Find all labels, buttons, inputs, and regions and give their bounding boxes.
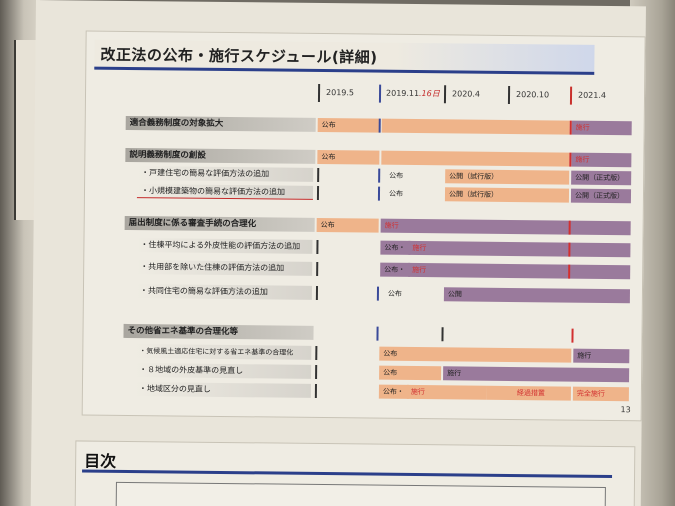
tick: [315, 364, 318, 379]
row-label-sub: ・戸建住宅の簡易な評価方法の追加: [137, 166, 314, 182]
bar-enforce: 施行: [443, 366, 630, 383]
bar-publish: 公布: [317, 117, 380, 133]
row-label-sub: ・小規模建築物の簡易な評価方法の追加: [136, 184, 314, 200]
date-2020-4: 2020.4: [451, 89, 481, 99]
row-label-sub: ・気候風土適応住宅に対する省エネ基準の合理化: [135, 344, 312, 360]
tick: [315, 285, 319, 300]
bar-full-enforce: 完全施行: [572, 386, 629, 402]
toc-title: 目次: [84, 451, 117, 471]
toc-content-box: [115, 481, 606, 506]
bar-publish: 公布・: [380, 240, 411, 255]
row-label-sub: ・共用部を除いた住棟の評価方法の追加: [136, 260, 313, 276]
bar-publish: 公布: [387, 289, 402, 298]
bar-enforce: 施行: [571, 152, 632, 168]
bar-official: 公開（正式版）: [570, 188, 632, 204]
toc-slide: 目次: [74, 440, 636, 506]
toc-title-bar: [82, 469, 613, 479]
bar-enforce: 施行: [406, 384, 487, 400]
date-2019-5: 2019.5: [325, 88, 355, 98]
bar-publish: 公布・: [378, 384, 409, 399]
printed-sheet: 改正法の公布・施行スケジュール(詳細) 2019.5 2019.11 .16日 …: [30, 0, 646, 506]
bar-transition: 経過措置: [486, 385, 571, 401]
tick: [569, 120, 572, 135]
date-line-2019-5: [317, 83, 321, 102]
bar-trial: 公開（試行版）: [445, 169, 570, 185]
date-header: 2019.5 2019.11 .16日 2020.4 2020.10 2021.…: [86, 82, 646, 105]
bar-enforce: 施行: [408, 240, 631, 258]
date-line-2020-4: [443, 85, 447, 104]
date-line-2020-10: [507, 85, 511, 104]
bar-official: 公開（正式版）: [571, 170, 632, 186]
bar-publish: 公布: [389, 171, 404, 180]
tick: [377, 186, 381, 201]
tick: [314, 383, 317, 398]
date-2019-11: 2019.11: [385, 88, 420, 99]
bar-open: 公開: [443, 287, 631, 304]
title-bar: 改正法の公布・施行スケジュール(詳細): [94, 39, 595, 75]
bar-interval: [381, 150, 570, 167]
bar-enforce: 施行: [573, 348, 630, 364]
tick: [378, 168, 381, 183]
page-number: 13: [620, 405, 631, 415]
handwritten-note: .16日: [418, 89, 440, 99]
tick: [441, 327, 444, 342]
bar-publish: 公布: [379, 346, 572, 363]
schedule-slide: 改正法の公布・施行スケジュール(詳細) 2019.5 2019.11 .16日 …: [81, 30, 646, 422]
tick: [376, 326, 379, 341]
bar-publish: 公布: [317, 149, 380, 165]
tick: [568, 220, 571, 235]
bar-enforce: 施行: [380, 218, 631, 236]
bar-trial: 公開（試行版）: [444, 187, 570, 203]
bar-publish: 公布・: [380, 262, 411, 277]
tick: [315, 345, 318, 360]
tick: [378, 118, 381, 133]
bar-enforce: 施行: [408, 262, 631, 280]
row-label-section: 届出制度に係る審査手続の合理化: [124, 215, 315, 232]
slide-title: 改正法の公布・施行スケジュール(詳細): [100, 45, 378, 67]
bar-enforce: 施行: [571, 120, 632, 136]
tick: [316, 239, 319, 254]
date-2021-4: 2021.4: [577, 90, 607, 100]
tick: [317, 167, 320, 182]
bar-publish: 公布: [388, 189, 404, 198]
bar-publish: 公布: [316, 217, 379, 233]
row-label-sub: ・住棟平均による外皮性能の評価方法の追加: [136, 238, 313, 254]
row-label-sub: ・共同住宅の簡易な評価方法の追加: [135, 284, 313, 300]
row-label-section: その他省エネ基準の合理化等: [123, 323, 314, 340]
tick: [376, 286, 380, 301]
date-line-2019-11: [378, 84, 382, 103]
date-line-2021-4: [569, 86, 573, 105]
row-label-sub: ・８地域の外皮基準の見直し: [135, 363, 312, 379]
row-label-sub: ・地域区分の見直し: [134, 382, 311, 398]
bar-interval: [381, 118, 570, 135]
tick: [568, 264, 571, 279]
tick: [568, 242, 571, 257]
tick: [571, 328, 574, 343]
bar-publish: 公布: [379, 365, 442, 381]
row-label-section: 適合義務制度の対象拡大: [125, 115, 316, 132]
row-label-section: 説明義務制度の創設: [125, 147, 316, 164]
tick: [316, 185, 320, 200]
date-2020-10: 2020.10: [515, 90, 550, 100]
tick: [316, 261, 319, 276]
tick: [569, 152, 572, 167]
